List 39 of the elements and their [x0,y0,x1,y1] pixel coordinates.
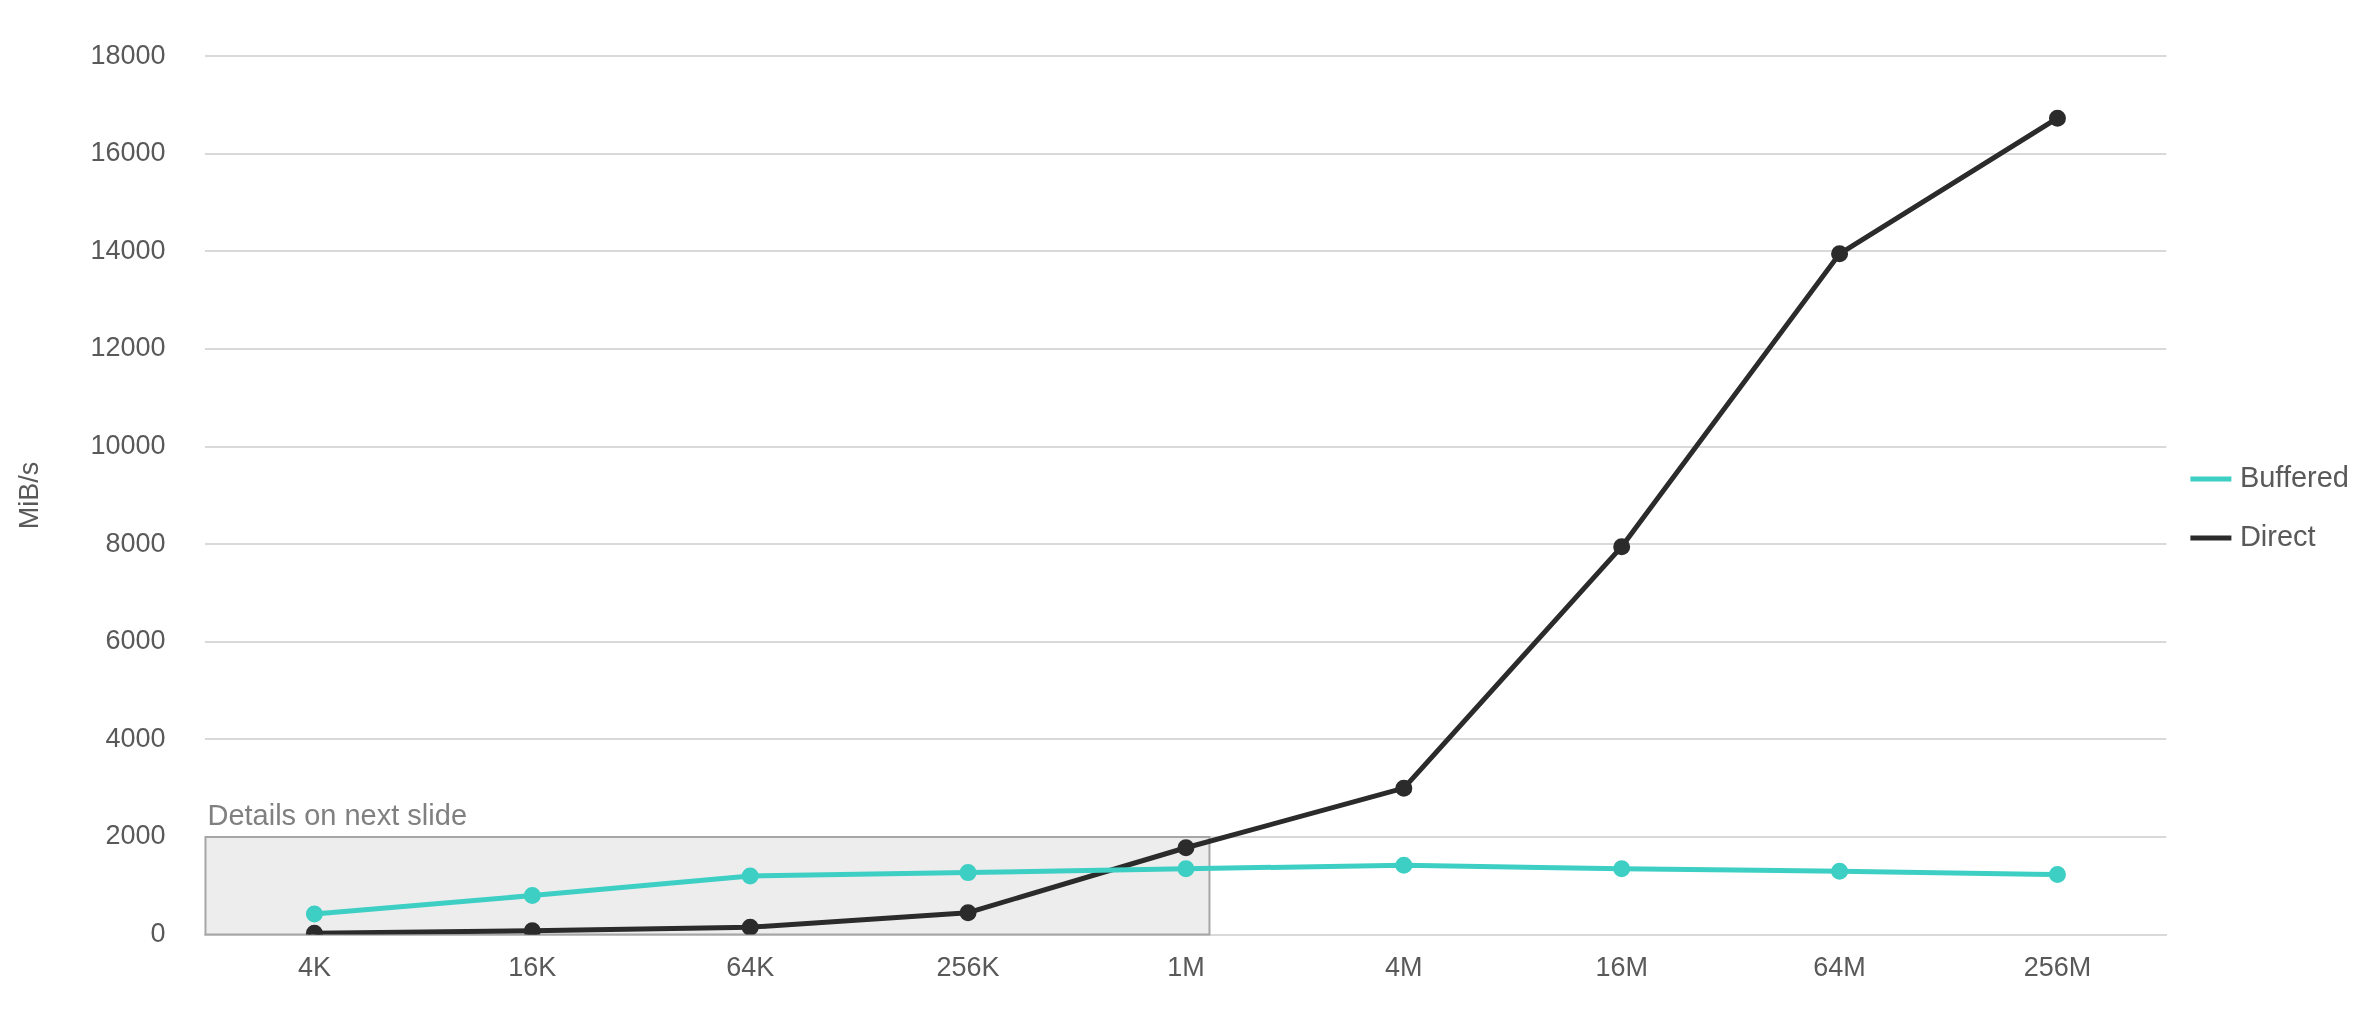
y-tick-label: 10000 [90,430,166,461]
y-tick-label: 18000 [90,39,166,70]
point [2048,866,2066,884]
x-tick-label: 4M [1385,952,1423,983]
x-tick-label: 16M [1595,952,1648,983]
point [1177,860,1195,878]
x-tick-label: 1M [1167,952,1205,983]
x-tick-label: 256M [2023,952,2092,983]
y-tick-label: 12000 [90,332,166,363]
point [2048,109,2066,127]
point [741,867,759,885]
x-tick-label: 64M [1813,952,1866,983]
x-tick-label: 256K [936,952,1000,983]
point [1831,862,1849,880]
point [1613,860,1631,878]
legend-label: Buffered [2239,461,2350,493]
y-tick-label: 8000 [105,527,166,558]
point [959,904,977,922]
point [959,864,977,882]
band-label: Details on next slide [207,798,468,831]
point [1831,245,1849,263]
point [1177,839,1195,857]
y-tick-label: 4000 [105,722,166,753]
point [1395,779,1413,797]
x-tick-label: 4K [297,952,331,983]
y-tick-label: 16000 [90,137,166,168]
y-tick-label: 6000 [105,625,166,656]
x-tick-label: 64K [726,952,775,983]
y-tick-label: 2000 [105,820,166,851]
point [523,887,541,905]
y-axis-title: MiB/s [13,461,44,530]
point [1395,856,1413,874]
y-tick-label: 0 [150,918,166,949]
y-tick-label: 14000 [90,234,166,265]
point [741,918,759,935]
point [1613,538,1631,556]
legend-label: Direct [2239,520,2316,552]
x-tick-label: 16K [508,952,557,983]
point [305,905,323,923]
